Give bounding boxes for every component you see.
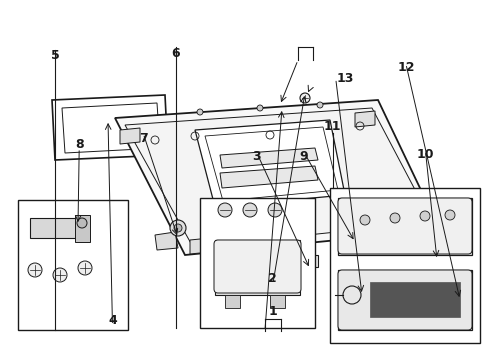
Circle shape	[342, 286, 360, 304]
Text: 12: 12	[396, 61, 414, 74]
FancyBboxPatch shape	[337, 270, 471, 330]
Circle shape	[77, 218, 87, 228]
FancyBboxPatch shape	[337, 198, 471, 254]
Polygon shape	[414, 235, 459, 260]
Bar	[18, 200, 128, 330]
Polygon shape	[215, 240, 299, 295]
Circle shape	[28, 263, 42, 277]
Circle shape	[218, 203, 231, 217]
Bar	[329, 188, 479, 343]
Text: 1: 1	[268, 305, 277, 318]
Bar	[200, 198, 314, 328]
Circle shape	[299, 93, 309, 103]
Circle shape	[359, 215, 369, 225]
Circle shape	[444, 210, 454, 220]
Polygon shape	[155, 232, 178, 250]
Polygon shape	[120, 128, 140, 144]
Polygon shape	[30, 218, 80, 238]
Circle shape	[429, 223, 443, 237]
Polygon shape	[441, 260, 451, 267]
Polygon shape	[354, 111, 374, 127]
Polygon shape	[115, 100, 439, 255]
Circle shape	[433, 227, 439, 233]
Circle shape	[174, 224, 182, 232]
Circle shape	[197, 109, 203, 115]
Polygon shape	[302, 255, 317, 267]
Polygon shape	[422, 260, 432, 267]
Polygon shape	[269, 295, 285, 308]
Text: 9: 9	[299, 150, 308, 163]
Text: 3: 3	[252, 150, 261, 163]
Polygon shape	[289, 217, 312, 231]
Polygon shape	[337, 198, 471, 255]
Polygon shape	[414, 220, 429, 236]
Circle shape	[267, 203, 282, 217]
Text: 10: 10	[416, 148, 433, 161]
Circle shape	[419, 211, 429, 221]
Polygon shape	[224, 295, 240, 308]
Polygon shape	[220, 148, 317, 168]
Polygon shape	[52, 95, 168, 160]
Circle shape	[53, 268, 67, 282]
Polygon shape	[125, 108, 431, 247]
Circle shape	[316, 102, 323, 108]
Polygon shape	[62, 103, 160, 153]
Circle shape	[257, 105, 263, 111]
Text: 7: 7	[139, 132, 147, 145]
Polygon shape	[204, 127, 337, 201]
Bar	[369, 282, 459, 317]
Circle shape	[243, 203, 257, 217]
Polygon shape	[195, 120, 345, 207]
Polygon shape	[337, 270, 471, 330]
Text: 2: 2	[268, 273, 277, 285]
Polygon shape	[75, 215, 90, 242]
Polygon shape	[346, 252, 376, 265]
Circle shape	[170, 220, 185, 236]
Circle shape	[389, 213, 399, 223]
Circle shape	[78, 261, 92, 275]
FancyBboxPatch shape	[214, 240, 301, 293]
Polygon shape	[190, 238, 209, 254]
Text: 5: 5	[51, 49, 60, 62]
Text: 11: 11	[323, 120, 341, 133]
Polygon shape	[220, 166, 317, 188]
Text: 13: 13	[336, 72, 354, 85]
Text: 8: 8	[75, 138, 83, 150]
Text: 6: 6	[171, 47, 180, 60]
Text: 4: 4	[108, 314, 117, 327]
